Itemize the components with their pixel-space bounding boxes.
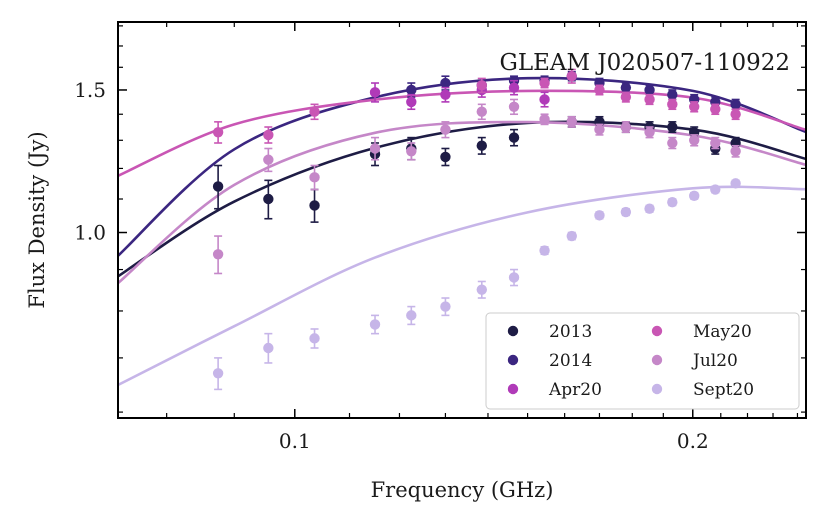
data-point-2013 [476, 140, 487, 151]
data-point-2014 [406, 84, 417, 96]
data-point-Sept20 [594, 210, 605, 221]
data-point-Sept20 [309, 333, 320, 344]
data-point-Sept20 [710, 184, 721, 195]
y-tick-label: 1.5 [74, 78, 106, 102]
data-point-May20 [594, 84, 605, 96]
data-point-Apr20 [369, 87, 381, 98]
chart-title: GLEAM J020507-110922 [500, 50, 791, 76]
data-point-Jul20 [406, 146, 417, 157]
legend-marker [507, 383, 519, 395]
y-tick-label: 1.0 [74, 221, 106, 245]
x-tick-label: 0.2 [677, 429, 709, 453]
data-point-Sept20 [689, 190, 700, 202]
legend-label: 2014 [549, 351, 592, 371]
data-point-Sept20 [667, 197, 678, 208]
data-point-2013 [263, 193, 274, 205]
data-point-Jul20 [730, 146, 741, 157]
data-point-2013 [667, 121, 678, 133]
data-point-May20 [263, 129, 274, 141]
data-point-Apr20 [508, 82, 520, 93]
x-axis-label: Frequency (GHz) [371, 478, 554, 502]
data-point-Sept20 [369, 319, 381, 330]
x-tick-label: 0.1 [279, 429, 311, 453]
data-point-Sept20 [476, 284, 487, 295]
legend-marker [507, 325, 519, 337]
legend-marker [507, 354, 519, 366]
data-point-Sept20 [566, 230, 577, 242]
data-point-Apr20 [440, 89, 451, 100]
legend-label: May20 [693, 322, 752, 342]
data-point-2013 [309, 200, 320, 211]
data-point-Sept20 [620, 206, 632, 218]
data-point-Jul20 [476, 106, 487, 117]
data-point-Jul20 [309, 172, 320, 183]
data-point-Jul20 [440, 124, 451, 135]
data-point-May20 [644, 94, 655, 105]
data-points [212, 68, 741, 391]
data-point-Sept20 [212, 368, 224, 379]
data-point-Jul20 [594, 124, 605, 135]
data-point-Apr20 [406, 96, 417, 108]
data-point-Sept20 [730, 178, 741, 189]
data-point-Sept20 [644, 203, 655, 214]
data-point-Jul20 [566, 116, 577, 128]
data-point-May20 [667, 99, 678, 110]
legend-marker [651, 383, 663, 395]
plot-frame [117, 21, 807, 419]
data-point-2014 [667, 89, 678, 100]
data-point-Sept20 [508, 272, 520, 283]
data-point-Jul20 [644, 127, 655, 138]
axis-ticks: 0.1 0.2 1.0 1.5 [74, 22, 806, 453]
data-point-May20 [710, 104, 721, 115]
data-point-Jul20 [620, 121, 632, 133]
y-axis-label: Flux Density (Jy) [25, 131, 49, 308]
data-point-Jul20 [369, 143, 381, 154]
data-point-Jul20 [667, 137, 678, 149]
data-point-Jul20 [710, 137, 721, 149]
data-point-May20 [689, 101, 700, 112]
data-point-May20 [539, 77, 550, 89]
legend-box [485, 312, 800, 410]
data-point-Sept20 [440, 301, 451, 312]
legend-label: Jul20 [691, 351, 738, 371]
data-point-2013 [440, 151, 451, 163]
data-point-May20 [309, 106, 320, 117]
data-point-Sept20 [539, 245, 550, 256]
data-point-May20 [730, 109, 741, 120]
legend-marker [651, 325, 663, 337]
data-point-Jul20 [689, 135, 700, 146]
legend-label: 2013 [549, 322, 592, 342]
data-point-2013 [508, 132, 520, 143]
data-point-2014 [620, 82, 632, 93]
fit-curve-Sept20 [118, 185, 806, 387]
data-point-Sept20 [406, 310, 417, 321]
data-point-2014 [730, 99, 741, 110]
data-point-May20 [566, 70, 577, 82]
data-point-Jul20 [212, 249, 224, 260]
legend-label: Sept20 [693, 380, 754, 400]
data-point-May20 [212, 127, 224, 138]
data-point-Apr20 [539, 94, 550, 105]
data-point-Sept20 [263, 342, 274, 354]
data-point-May20 [476, 80, 487, 91]
data-point-2014 [440, 77, 451, 89]
data-point-Jul20 [539, 114, 550, 125]
legend-marker [651, 354, 663, 366]
legend-label: Apr20 [548, 380, 602, 400]
data-point-2013 [212, 181, 224, 192]
data-point-May20 [620, 91, 632, 103]
data-point-2014 [644, 84, 655, 96]
data-point-Jul20 [508, 101, 520, 112]
data-point-Jul20 [263, 154, 274, 165]
legend: 2013 2014 Apr20 May20 Jul20 Sept20 [485, 312, 800, 410]
